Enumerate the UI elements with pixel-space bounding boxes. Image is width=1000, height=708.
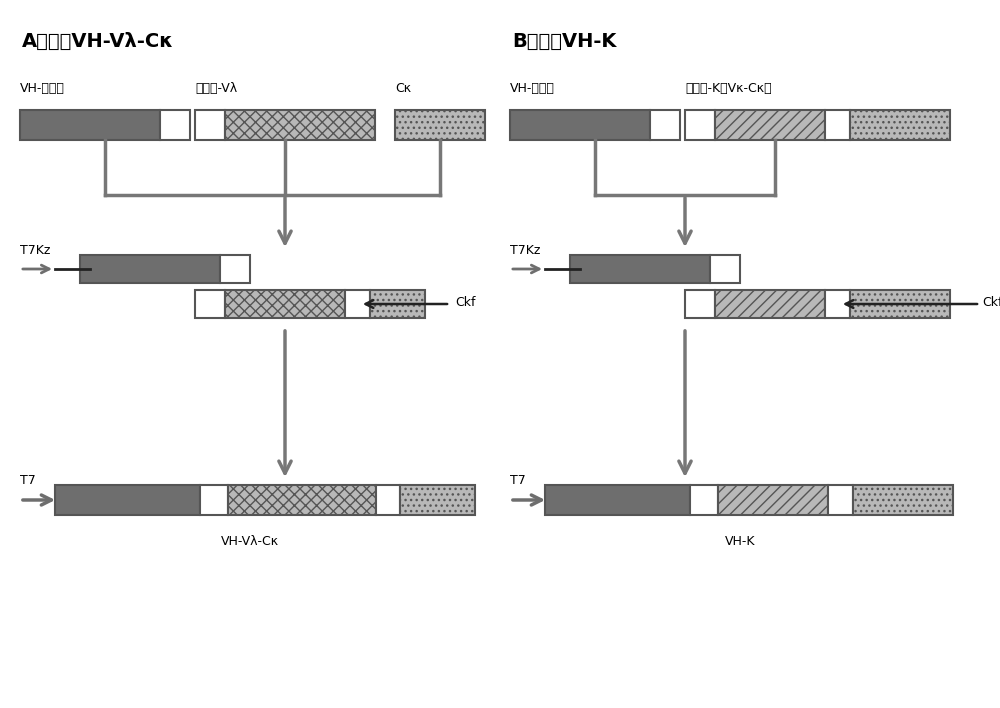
Bar [710, 255, 740, 283]
Bar [715, 290, 825, 318]
Bar [685, 110, 715, 140]
Bar [715, 110, 825, 140]
Text: B）构建VH-K: B）构建VH-K [512, 32, 616, 51]
Bar [200, 485, 228, 515]
Text: T7: T7 [510, 474, 526, 487]
Bar [225, 110, 375, 140]
Bar [345, 290, 370, 318]
Bar [370, 290, 425, 318]
Bar [195, 110, 225, 140]
Bar [685, 290, 715, 318]
Bar [225, 290, 345, 318]
Bar [195, 290, 225, 318]
Bar [718, 485, 828, 515]
Text: 连接肽-Vλ: 连接肽-Vλ [195, 82, 237, 95]
Text: T7: T7 [20, 474, 36, 487]
Bar [545, 485, 690, 515]
Bar [690, 485, 718, 515]
Text: Ckf: Ckf [455, 296, 476, 309]
Text: T7Kz: T7Kz [20, 244, 50, 257]
Bar [650, 110, 680, 140]
Bar [850, 110, 950, 140]
Bar [160, 110, 190, 140]
Text: Cκ: Cκ [395, 82, 411, 95]
Bar [20, 110, 160, 140]
Bar [510, 110, 650, 140]
Bar [825, 290, 850, 318]
Text: VH-连接肽: VH-连接肽 [20, 82, 65, 95]
Bar [570, 255, 710, 283]
Text: 连接肽-K（Vκ-Cκ）: 连接肽-K（Vκ-Cκ） [685, 82, 772, 95]
Bar [853, 485, 953, 515]
Text: T7Kz: T7Kz [510, 244, 540, 257]
Bar [376, 485, 400, 515]
Bar [220, 255, 250, 283]
Bar [850, 290, 950, 318]
Bar [400, 485, 475, 515]
Bar [825, 110, 850, 140]
Text: VH-连接肽: VH-连接肽 [510, 82, 555, 95]
Bar [228, 485, 376, 515]
Bar [828, 485, 853, 515]
Bar [55, 485, 200, 515]
Text: VH-K: VH-K [725, 535, 755, 548]
Text: A）构建VH-Vλ-Cκ: A）构建VH-Vλ-Cκ [22, 32, 174, 51]
Text: Ckf: Ckf [982, 296, 1000, 309]
Bar [80, 255, 220, 283]
Bar [395, 110, 485, 140]
Text: VH-Vλ-Cκ: VH-Vλ-Cκ [221, 535, 279, 548]
